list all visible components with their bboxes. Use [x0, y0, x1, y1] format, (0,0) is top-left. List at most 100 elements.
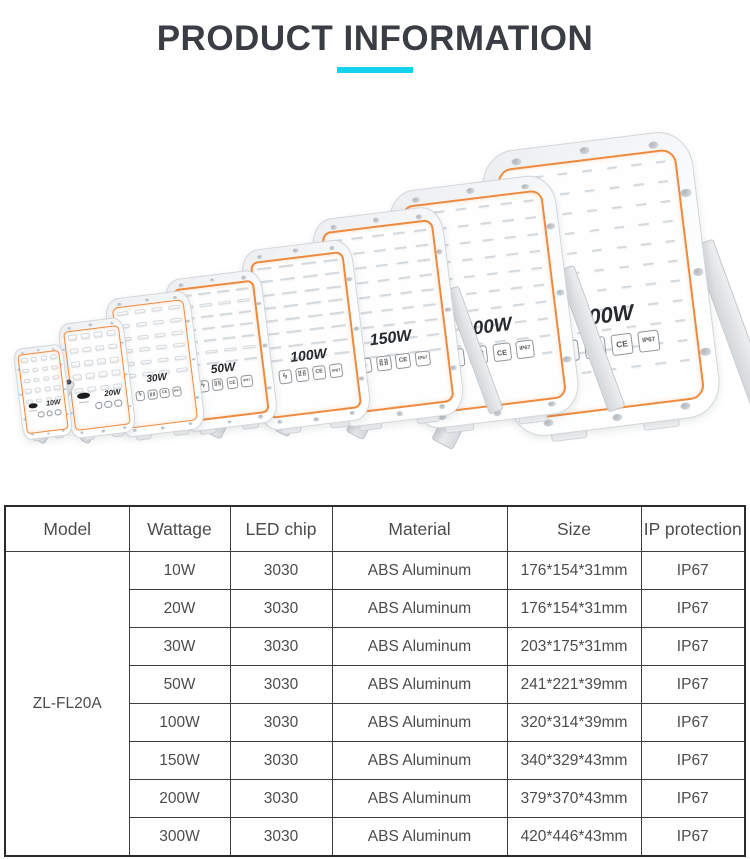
- spec-cell-ip: IP67: [640, 551, 746, 590]
- led-chip: [510, 286, 523, 290]
- led-chip: [396, 260, 409, 265]
- spec-cell-material: ABS Aluminum: [331, 627, 508, 666]
- screw: [144, 297, 150, 302]
- led-chip: [30, 356, 38, 362]
- spec-cell-ip: IP67: [640, 665, 746, 704]
- ip67-icon: IP67: [171, 386, 183, 397]
- screw: [680, 188, 692, 198]
- led-chip: [533, 283, 545, 288]
- screw: [330, 224, 338, 230]
- screw: [191, 357, 196, 361]
- screw: [700, 347, 712, 357]
- led-chip: [403, 320, 417, 325]
- led-chip: [83, 359, 94, 367]
- led-chip: [137, 334, 149, 340]
- led-chip: [87, 385, 97, 393]
- screw: [178, 283, 184, 288]
- led-chip: [140, 359, 153, 365]
- led-chip: [413, 228, 427, 232]
- led-chip: [529, 250, 541, 254]
- led-chip: [42, 376, 50, 382]
- led-chip: [216, 289, 230, 293]
- model-cell: ZL-FL20A: [4, 551, 130, 857]
- screw: [444, 306, 452, 313]
- led-chip: [278, 264, 294, 268]
- screw: [546, 223, 556, 231]
- screw: [117, 302, 122, 307]
- screw: [346, 276, 353, 282]
- led-chip: [95, 344, 105, 352]
- spec-cell-material: ABS Aluminum: [331, 703, 508, 742]
- spec-row: 50W 3030 ABS Aluminum 241*221*39mm IP67: [5, 665, 746, 704]
- led-chip: [329, 311, 345, 316]
- led-chip: [527, 233, 539, 237]
- led-chip: [461, 258, 474, 262]
- led-chip: [109, 356, 120, 363]
- led-chip: [482, 238, 494, 243]
- product-showcase: 10W 20W 30W ϟ ⣿⣿ CE IP67 50W ϟ ⣿⣿ CE IP67 100W ϟ ⣿⣿ CE I…: [0, 95, 750, 505]
- led-chip: [633, 182, 644, 187]
- spec-cell-size: 379*370*43mm: [506, 779, 642, 818]
- screw: [579, 146, 591, 155]
- led-chip: [608, 185, 620, 190]
- ce-icon: CE: [159, 387, 171, 399]
- led-chip: [593, 268, 605, 272]
- led-chip: [500, 202, 513, 206]
- led-chip: [630, 163, 642, 167]
- screw: [329, 246, 335, 251]
- led-chip: [302, 274, 318, 279]
- title-underline: [337, 67, 413, 73]
- ce-icon: CE: [610, 332, 634, 356]
- led-chip: [200, 314, 214, 319]
- screw: [63, 388, 67, 391]
- led-chip: [283, 303, 299, 308]
- led-chip: [218, 300, 232, 305]
- led-chip: [22, 368, 30, 374]
- led-chip: [486, 272, 498, 276]
- screw: [313, 416, 320, 422]
- col-header-ip-protection: IP protection: [640, 505, 746, 552]
- screw: [46, 432, 50, 436]
- screw: [648, 140, 660, 150]
- screw: [122, 426, 127, 429]
- led-chip: [222, 335, 236, 340]
- screw: [188, 421, 193, 426]
- led-chip: [70, 360, 81, 368]
- led-chip: [377, 278, 390, 282]
- led-chip: [51, 364, 58, 370]
- led-chip: [237, 298, 251, 303]
- brand-logo-oval: [76, 391, 91, 400]
- screw: [160, 426, 166, 431]
- led-chip: [371, 233, 385, 238]
- led-chip: [465, 291, 478, 296]
- spec-cell-ip: IP67: [640, 741, 746, 780]
- led-chip: [488, 289, 500, 293]
- spec-cell-ip: IP67: [640, 703, 746, 742]
- ce-icon: CE: [225, 376, 239, 390]
- wattage-label: 20W: [103, 387, 122, 398]
- led-chip: [204, 349, 218, 354]
- led-chip: [133, 309, 146, 315]
- spec-cell-size: 420*446*43mm: [506, 817, 642, 857]
- led-chip: [286, 329, 302, 334]
- ce-icon: [104, 399, 113, 409]
- led-chip: [620, 285, 632, 289]
- spec-cell-led_chip: 3030: [229, 703, 333, 742]
- led-chip: [630, 364, 642, 369]
- led-chip: [420, 288, 434, 292]
- led-chip: [424, 317, 438, 322]
- led-chip: [98, 370, 108, 378]
- led-chip: [172, 342, 185, 348]
- led-chip: [82, 346, 92, 353]
- screw: [372, 217, 380, 223]
- screw: [172, 295, 178, 300]
- ip67-icon: [54, 408, 63, 416]
- led-chip: [67, 334, 78, 342]
- led-chip: [638, 222, 649, 226]
- led-chip: [199, 303, 213, 307]
- surge-pattern-icon: ⣿⣿: [147, 389, 158, 400]
- ce-icon: CE: [394, 352, 412, 370]
- spec-row: 150W 3030 ABS Aluminum 340*329*43mm IP67: [5, 741, 746, 780]
- screw: [266, 385, 273, 390]
- led-chip: [584, 188, 595, 193]
